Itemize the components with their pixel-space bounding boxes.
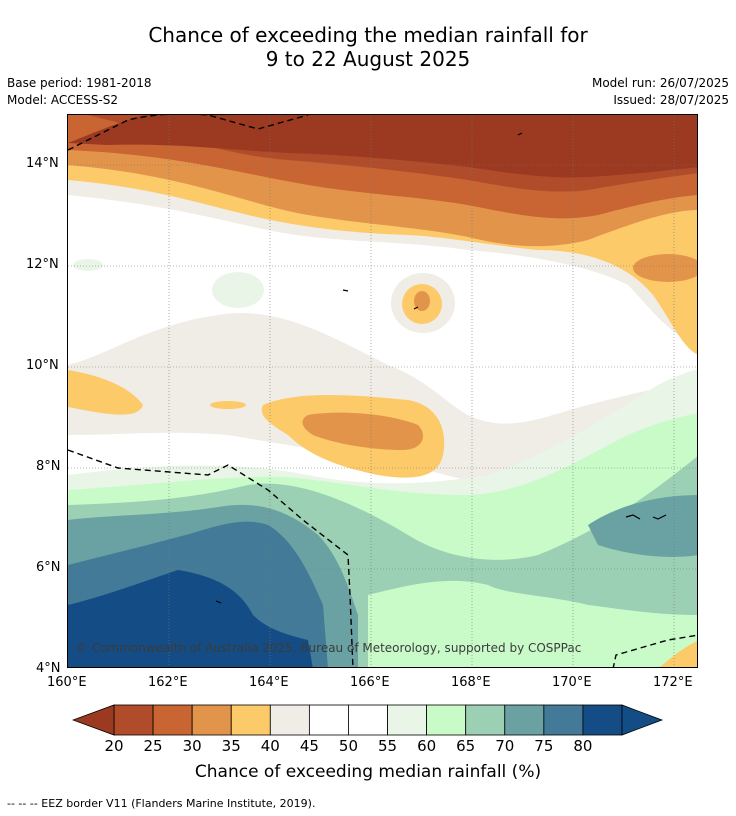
colorbar xyxy=(72,704,664,736)
blob-75-east xyxy=(588,495,697,557)
colorbar-tick-label: 70 xyxy=(495,737,515,755)
blob-35-east xyxy=(633,254,697,282)
colorbar-tick-label: 65 xyxy=(456,737,476,755)
blob-40-west xyxy=(68,370,143,415)
band-20-north xyxy=(68,115,697,178)
lon-tick-label: 172°E xyxy=(653,675,693,690)
rainfall-map: © Commonwealth of Australia 2025, Bureau… xyxy=(67,114,698,668)
issued-date: Issued: 28/07/2025 xyxy=(613,93,729,107)
lat-tick-label: 4°N xyxy=(36,661,61,676)
lon-tick-label: 168°E xyxy=(451,675,491,690)
map-svg xyxy=(68,115,697,667)
corner-40-se xyxy=(660,640,697,667)
colorbar-cell xyxy=(348,704,388,736)
blob-60-b xyxy=(73,259,103,271)
colorbar-tick-label: 75 xyxy=(534,737,554,755)
lat-tick-label: 10°N xyxy=(26,358,59,373)
colorbar-cell xyxy=(465,704,506,736)
lat-tick-label: 12°N xyxy=(26,257,59,272)
colorbar-tick-label: 40 xyxy=(260,737,280,755)
blob-40-small xyxy=(210,401,246,409)
lon-tick-label: 162°E xyxy=(148,675,188,690)
colorbar-tick-label: 25 xyxy=(143,737,163,755)
colorbar-cell xyxy=(152,704,193,736)
colorbar-tick-label: 55 xyxy=(377,737,398,755)
colorbar-tick-label: 50 xyxy=(338,737,358,755)
colorbar-cell xyxy=(504,704,545,736)
colorbar-cell xyxy=(387,704,428,736)
colorbar-cell xyxy=(543,704,584,736)
colorbar-cell xyxy=(308,704,349,736)
title-line-1: Chance of exceeding the median rainfall … xyxy=(148,23,588,47)
colorbar-tick-label: 80 xyxy=(573,737,593,755)
colorbar-low-arrow xyxy=(72,704,115,736)
lat-tick-label: 14°N xyxy=(26,156,59,171)
colorbar-title: Chance of exceeding median rainfall (%) xyxy=(194,762,542,782)
colorbar-tick-label: 35 xyxy=(221,737,241,755)
blob-60-a xyxy=(212,272,264,308)
colorbar-cell xyxy=(230,704,271,736)
colorbar-cell xyxy=(191,704,232,736)
colorbar-tick-label: 30 xyxy=(182,737,202,755)
islands xyxy=(215,132,667,604)
lon-tick-label: 164°E xyxy=(249,675,289,690)
lon-tick-label: 170°E xyxy=(552,675,592,690)
base-period: Base period: 1981-2018 xyxy=(7,76,152,90)
gridlines xyxy=(68,115,697,667)
colorbar-cell xyxy=(269,704,310,736)
title-line-2: 9 to 22 August 2025 xyxy=(265,47,471,71)
colorbar-cell xyxy=(113,704,154,736)
colorbar-tick-label: 45 xyxy=(299,737,319,755)
colorbar-tick-label: 20 xyxy=(104,737,124,755)
band-35-middle xyxy=(302,412,423,450)
lat-tick-label: 8°N xyxy=(36,459,61,474)
lon-tick-label: 160°E xyxy=(47,675,87,690)
colorbar-cell xyxy=(426,704,467,736)
lat-tick-label: 6°N xyxy=(36,560,61,575)
colorbar-high-arrow xyxy=(621,704,664,736)
blob-35-center xyxy=(414,291,430,311)
eez-footnote: -- -- -- EEZ border V11 (Flanders Marine… xyxy=(7,797,316,810)
band-80plus-south xyxy=(68,570,313,667)
model-run: Model run: 26/07/2025 xyxy=(591,76,729,90)
colorbar-cell xyxy=(582,704,623,736)
eez-border xyxy=(68,115,697,667)
model-name: Model: ACCESS-S2 xyxy=(7,93,119,107)
copyright-notice: © Commonwealth of Australia 2025, Bureau… xyxy=(76,641,582,655)
lon-tick-label: 166°E xyxy=(350,675,390,690)
colorbar-tick-label: 60 xyxy=(417,737,437,755)
